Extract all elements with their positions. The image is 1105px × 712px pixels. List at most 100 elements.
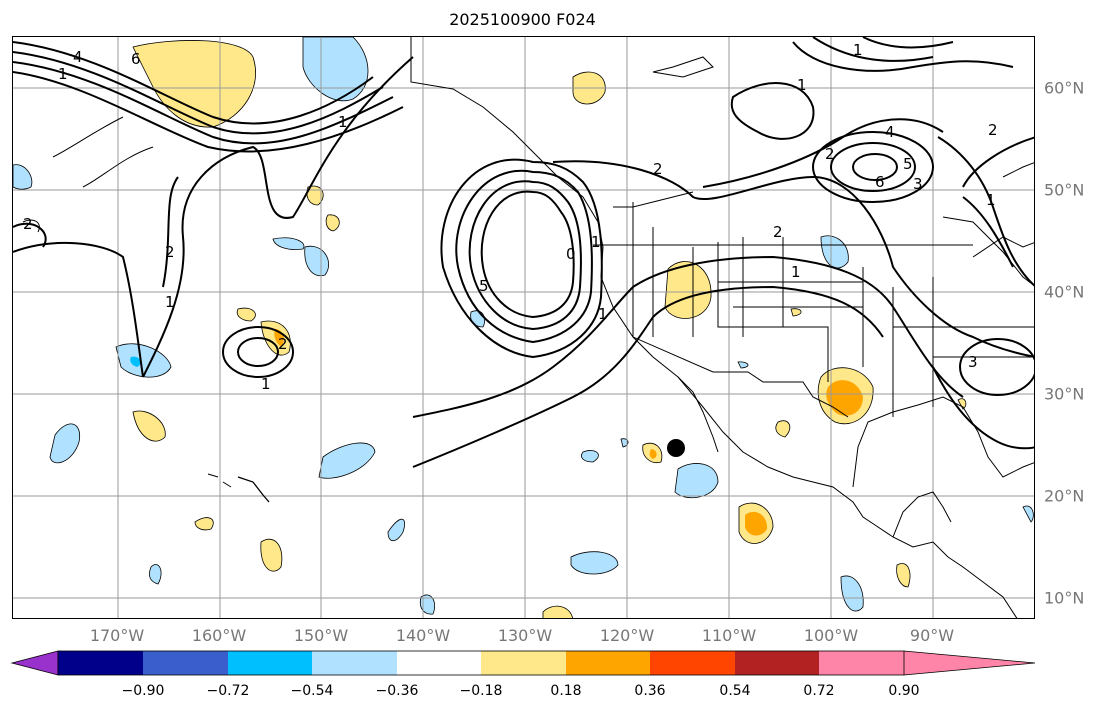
contour-label: 1 bbox=[598, 305, 608, 323]
lat-label: 10°N bbox=[1044, 588, 1085, 608]
shade-negative bbox=[387, 518, 405, 542]
colorbar-segment bbox=[735, 651, 819, 675]
colorbar-tick: 0.18 bbox=[550, 683, 582, 699]
colorbar bbox=[10, 650, 1036, 676]
storm-center-dot bbox=[667, 439, 685, 457]
colorbar-tick: 0.72 bbox=[803, 683, 835, 699]
lon-label: 170°W bbox=[89, 626, 145, 645]
shade-positive bbox=[132, 410, 166, 442]
contour-label: 0 bbox=[566, 245, 576, 263]
map-svg: 4 6 1 1 2 1 2 2 1 5 0 1 1 2 1 4 6 5 3 2 … bbox=[13, 37, 1034, 618]
contour-label: 1 bbox=[986, 191, 996, 209]
colorbar-tick: −0.36 bbox=[375, 683, 419, 699]
contour-label: 2 bbox=[988, 121, 998, 139]
contours bbox=[13, 37, 1034, 468]
contour-label: 2 bbox=[23, 215, 33, 233]
shade-positive bbox=[775, 420, 791, 438]
shade-negative bbox=[149, 564, 162, 585]
lon-label: 150°W bbox=[293, 626, 349, 645]
shade-positive bbox=[325, 214, 340, 232]
lat-label: 50°N bbox=[1044, 180, 1085, 200]
contour-label: 3 bbox=[913, 175, 923, 193]
contour-labels: 4 6 1 1 2 1 2 2 1 5 0 1 1 2 1 4 6 5 3 2 … bbox=[23, 41, 998, 393]
lon-label: 110°W bbox=[701, 626, 757, 645]
shade-positive bbox=[896, 563, 911, 588]
colorbar-tick: 0.36 bbox=[634, 683, 666, 699]
contour-label: 6 bbox=[875, 173, 885, 191]
colorbar-extend-high bbox=[819, 651, 1035, 675]
colorbar-segment bbox=[228, 651, 312, 675]
contour-label: 1 bbox=[165, 293, 175, 311]
colorbar-tick: 0.54 bbox=[719, 683, 751, 699]
contour-label: 2 bbox=[773, 223, 783, 241]
lon-label: 160°W bbox=[191, 626, 247, 645]
map-title: 2025100900 F024 bbox=[449, 10, 596, 29]
contour-label: 4 bbox=[885, 123, 895, 141]
shade-positive bbox=[260, 538, 283, 572]
contour-label: 2 bbox=[825, 145, 835, 163]
map-panel[interactable]: 4 6 1 1 2 1 2 2 1 5 0 1 1 2 1 4 6 5 3 2 … bbox=[12, 36, 1035, 619]
shade-positive bbox=[236, 307, 256, 322]
contour-label: 2 bbox=[165, 243, 175, 261]
shade-negative bbox=[737, 361, 749, 369]
shade-negative bbox=[620, 438, 629, 448]
colorbar-tick: 0.90 bbox=[888, 683, 920, 699]
colorbar-tick: −0.72 bbox=[206, 683, 250, 699]
colorbar-segment bbox=[650, 651, 735, 675]
shade-negative bbox=[581, 450, 599, 463]
contour-label: 5 bbox=[903, 155, 913, 173]
contour-label: 1 bbox=[853, 41, 863, 59]
contour-label: 1 bbox=[338, 113, 348, 131]
shade-negative bbox=[570, 551, 619, 575]
shade-negative bbox=[674, 463, 719, 499]
colorbar-segment bbox=[143, 651, 228, 675]
shade-positive bbox=[664, 261, 712, 319]
shade-negative bbox=[820, 235, 849, 269]
contour-label: 1 bbox=[797, 76, 807, 94]
shade-positive bbox=[132, 40, 256, 128]
lat-label: 40°N bbox=[1044, 282, 1085, 302]
colorbar-segment bbox=[312, 651, 397, 675]
lon-label: 100°W bbox=[803, 626, 859, 645]
contour-label: 3 bbox=[968, 353, 978, 371]
lon-label: 120°W bbox=[599, 626, 655, 645]
shade-negative bbox=[1022, 505, 1034, 523]
colorbar-segment bbox=[58, 651, 143, 675]
shade-positive bbox=[790, 308, 802, 317]
shade-negative bbox=[272, 237, 305, 250]
lon-label: 140°W bbox=[395, 626, 451, 645]
shade-negative bbox=[115, 343, 172, 378]
shade-positive bbox=[957, 398, 967, 410]
shade-negative bbox=[318, 442, 376, 479]
shade-negative bbox=[302, 37, 369, 102]
colorbar-tick: −0.18 bbox=[459, 683, 503, 699]
colorbar-tick: −0.54 bbox=[290, 683, 334, 699]
colorbar-segment bbox=[397, 651, 481, 675]
contour-label: 5 bbox=[479, 277, 489, 295]
contour-label: 2 bbox=[653, 160, 663, 178]
shade-negative bbox=[840, 575, 864, 612]
colorbar-segment bbox=[481, 651, 566, 675]
coastlines bbox=[22, 37, 1034, 618]
colorbar-tick: −0.90 bbox=[121, 683, 165, 699]
shade-negative bbox=[49, 423, 81, 464]
lat-label: 30°N bbox=[1044, 384, 1085, 404]
lon-label: 90°W bbox=[909, 626, 955, 645]
contour-label: 1 bbox=[58, 65, 68, 83]
colorbar-extend-low bbox=[10, 650, 59, 676]
shade-positive bbox=[194, 517, 214, 531]
shade-negative bbox=[304, 245, 330, 277]
colorbar-segment bbox=[566, 651, 650, 675]
contour-label: 1 bbox=[591, 233, 601, 251]
lat-label: 20°N bbox=[1044, 486, 1085, 506]
contour-label: 1 bbox=[791, 263, 801, 281]
lat-label: 60°N bbox=[1044, 78, 1085, 98]
lon-label: 130°W bbox=[497, 626, 553, 645]
shade-negative bbox=[13, 164, 33, 190]
contour-label: 2 bbox=[278, 335, 288, 353]
contour-label: 4 bbox=[73, 48, 83, 66]
shade-positive bbox=[542, 605, 573, 618]
shade-negative bbox=[470, 310, 486, 328]
shade-negative bbox=[419, 594, 436, 615]
contour-label: 6 bbox=[131, 50, 141, 68]
